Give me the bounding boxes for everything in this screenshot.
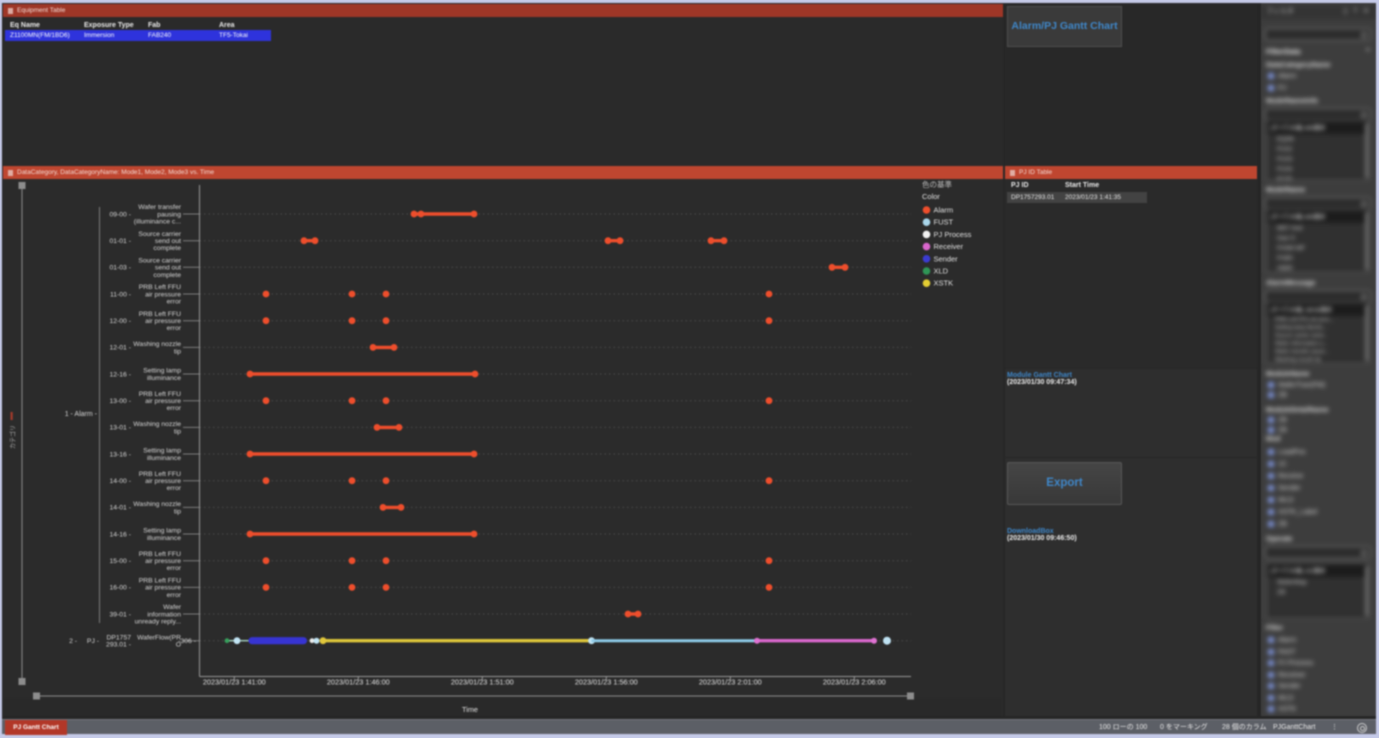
svg-text:Source carrier: Source carrier <box>138 231 181 238</box>
svg-text:11-00 -: 11-00 - <box>110 291 131 298</box>
svg-text:information: information <box>147 611 181 618</box>
svg-text:illuminance: illuminance <box>147 535 181 542</box>
svg-text:air pressure: air pressure <box>145 585 181 592</box>
svg-text:16-00 -: 16-00 - <box>109 585 131 592</box>
svg-text:2023/01/23 2:06:00: 2023/01/23 2:06:00 <box>823 678 886 687</box>
svg-text:error: error <box>167 565 182 572</box>
svg-text:Source carrier: Source carrier <box>138 257 181 264</box>
svg-text:2 -: 2 - <box>69 638 77 645</box>
svg-text:air pressure: air pressure <box>145 558 181 565</box>
svg-text:14-16 -: 14-16 - <box>109 531 131 538</box>
svg-text:Setting lamp: Setting lamp <box>143 528 181 535</box>
svg-text:DP1757: DP1757 <box>106 634 131 641</box>
svg-text:PRB Left FFU: PRB Left FFU <box>139 311 181 318</box>
svg-text:12-16 -: 12-16 - <box>109 371 131 378</box>
svg-text:send out: send out <box>155 265 181 272</box>
svg-text:14-01 -: 14-01 - <box>109 505 131 512</box>
svg-text:illuminance: illuminance <box>147 375 181 382</box>
svg-text:tip: tip <box>174 428 181 435</box>
svg-text:WaferFlow(PR: WaferFlow(PR <box>137 634 181 641</box>
svg-text:12-01 -: 12-01 - <box>109 345 131 352</box>
svg-text:Time: Time <box>462 705 478 714</box>
svg-text:O: O <box>176 642 181 649</box>
svg-text:air pressure: air pressure <box>145 318 181 325</box>
svg-text:PJ -: PJ - <box>87 638 99 645</box>
svg-text:error: error <box>167 299 182 306</box>
svg-text:-306 -: -306 - <box>178 638 196 645</box>
svg-text:error: error <box>167 405 182 412</box>
svg-text:13-00 -: 13-00 - <box>109 398 131 405</box>
svg-text:air pressure: air pressure <box>145 478 181 485</box>
svg-text:1 - Alarm -: 1 - Alarm - <box>65 411 98 418</box>
svg-text:FUST: FUST <box>934 218 954 227</box>
svg-text:09-00 -: 09-00 - <box>109 211 131 218</box>
svg-text:Color: Color <box>922 192 940 201</box>
svg-text:Wafer transfer: Wafer transfer <box>138 204 182 211</box>
svg-text:色の基準: 色の基準 <box>922 179 952 189</box>
svg-text:complete: complete <box>153 245 181 252</box>
svg-text:13-16 -: 13-16 - <box>109 451 131 458</box>
svg-text:カテゴリ: カテゴリ <box>9 425 17 449</box>
svg-text:PJ Process: PJ Process <box>934 230 972 239</box>
svg-text:Alarm: Alarm <box>934 206 954 215</box>
svg-text:PRB Left FFU: PRB Left FFU <box>139 578 181 585</box>
svg-text:(illuminance c...: (illuminance c... <box>134 219 181 226</box>
svg-text:error: error <box>167 485 182 492</box>
svg-text:PRB Left FFU: PRB Left FFU <box>139 551 181 558</box>
svg-text:Setting lamp: Setting lamp <box>143 368 181 375</box>
svg-text:Washing nozzle: Washing nozzle <box>133 421 181 428</box>
svg-text:2023/01/23 1:41:00: 2023/01/23 1:41:00 <box>203 678 266 687</box>
svg-text:error: error <box>167 592 182 599</box>
svg-text:unready reply...: unready reply... <box>135 619 181 626</box>
svg-text:12-00 -: 12-00 - <box>109 318 131 325</box>
svg-text:14-00 -: 14-00 - <box>109 478 131 485</box>
svg-text:2023/01/23 2:01:00: 2023/01/23 2:01:00 <box>699 678 762 687</box>
svg-text:air pressure: air pressure <box>145 291 181 298</box>
svg-text:pausing: pausing <box>157 211 181 218</box>
svg-text:Receiver: Receiver <box>934 242 964 251</box>
svg-text:13-01 -: 13-01 - <box>109 425 131 432</box>
svg-text:PRB Left FFU: PRB Left FFU <box>139 284 181 291</box>
svg-text:XSTK: XSTK <box>934 279 954 288</box>
svg-text:2023/01/23 1:51:00: 2023/01/23 1:51:00 <box>451 678 514 687</box>
svg-text:Wafer: Wafer <box>163 604 182 611</box>
svg-text:293.01 -: 293.01 - <box>106 642 131 649</box>
svg-text:air pressure: air pressure <box>145 398 181 405</box>
svg-text:Washing nozzle: Washing nozzle <box>133 341 181 348</box>
svg-text:PRB Left FFU: PRB Left FFU <box>139 391 181 398</box>
svg-text:illuminance: illuminance <box>147 455 181 462</box>
svg-text:2023/01/23 1:46:00: 2023/01/23 1:46:00 <box>327 678 390 687</box>
svg-text:tip: tip <box>174 348 181 355</box>
svg-text:01-01 -: 01-01 - <box>109 238 131 245</box>
svg-text:send out: send out <box>155 238 181 245</box>
svg-text:error: error <box>167 325 182 332</box>
svg-text:Setting lamp: Setting lamp <box>143 448 181 455</box>
svg-text:tip: tip <box>174 508 181 515</box>
svg-text:15-00 -: 15-00 - <box>109 558 131 565</box>
svg-text:XLD: XLD <box>934 267 949 276</box>
svg-text:Washing nozzle: Washing nozzle <box>133 501 181 508</box>
svg-text:complete: complete <box>153 272 181 279</box>
svg-text:Sender: Sender <box>934 254 959 263</box>
svg-text:01-03 -: 01-03 - <box>109 265 131 272</box>
svg-text:PRB Left FFU: PRB Left FFU <box>139 471 181 478</box>
svg-text:39-01 -: 39-01 - <box>109 611 131 618</box>
svg-text:2023/01/23 1:56:00: 2023/01/23 1:56:00 <box>575 678 638 687</box>
